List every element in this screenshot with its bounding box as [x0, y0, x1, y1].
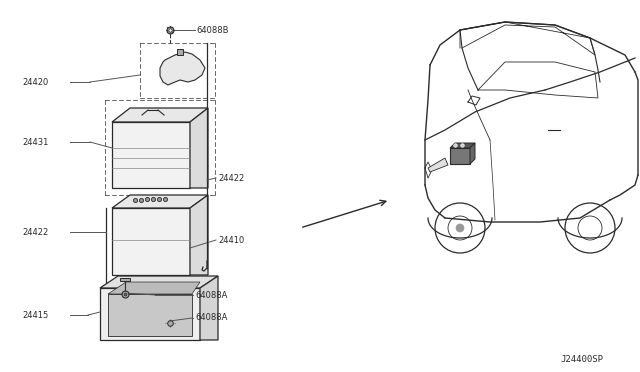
- Polygon shape: [190, 108, 208, 188]
- Text: 24422: 24422: [218, 173, 244, 183]
- Text: 24410: 24410: [218, 235, 244, 244]
- Polygon shape: [120, 278, 130, 281]
- Text: 64088B: 64088B: [196, 26, 228, 35]
- Polygon shape: [428, 158, 448, 172]
- Text: 24422: 24422: [22, 228, 48, 237]
- Polygon shape: [112, 208, 190, 275]
- Polygon shape: [470, 143, 475, 164]
- Polygon shape: [450, 148, 470, 164]
- Polygon shape: [108, 294, 192, 336]
- Polygon shape: [108, 282, 200, 294]
- Polygon shape: [100, 276, 218, 288]
- Polygon shape: [112, 122, 190, 188]
- Text: 24415: 24415: [22, 311, 48, 320]
- Circle shape: [456, 224, 464, 232]
- Text: 64088A: 64088A: [195, 291, 227, 299]
- Text: 64088A: 64088A: [195, 314, 227, 323]
- Text: 24420: 24420: [22, 77, 48, 87]
- Polygon shape: [112, 195, 208, 208]
- Text: 24431: 24431: [22, 138, 49, 147]
- Polygon shape: [160, 52, 205, 85]
- Polygon shape: [450, 143, 475, 148]
- Polygon shape: [200, 276, 218, 340]
- Text: J24400SP: J24400SP: [560, 355, 603, 364]
- Polygon shape: [112, 108, 208, 122]
- Polygon shape: [190, 195, 208, 275]
- Polygon shape: [100, 288, 200, 340]
